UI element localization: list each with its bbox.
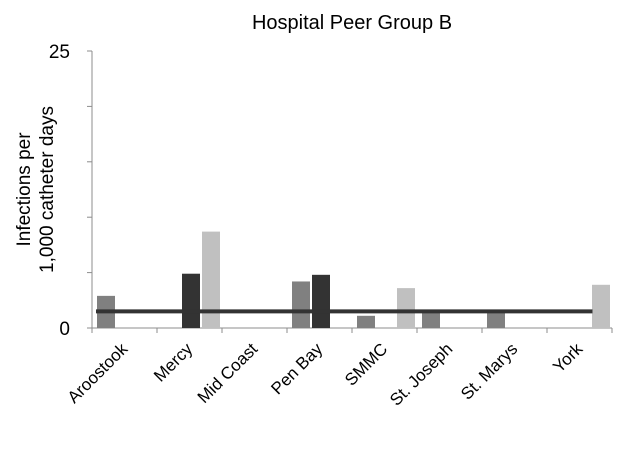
x-tick-label: Mercy xyxy=(150,339,197,386)
y-tick-labels: 0 25 xyxy=(49,42,70,340)
bar-mercy-series-3 xyxy=(202,231,220,328)
x-tick-label: Aroostook xyxy=(64,339,132,407)
y-tick-label: 25 xyxy=(49,42,70,63)
x-tick-label: St. Marys xyxy=(457,339,521,403)
axes xyxy=(87,50,613,333)
x-tick-label: Pen Bay xyxy=(267,339,326,398)
bar-york-series-3 xyxy=(592,284,610,328)
y-axis-label-line-2: 1,000 catheter days xyxy=(37,106,58,273)
x-tick-label: Mid Coast xyxy=(194,339,262,407)
x-tick-label: St. Joseph xyxy=(386,339,456,409)
bar-pen-bay-series-2 xyxy=(312,274,330,328)
x-tick-label: York xyxy=(549,339,586,376)
bar-mercy-series-2 xyxy=(182,273,200,328)
chart-title: Hospital Peer Group B xyxy=(252,12,452,34)
bar-pen-bay-series-1 xyxy=(292,281,310,328)
bars xyxy=(97,231,610,328)
bar-st-joseph-series-1 xyxy=(422,311,440,328)
y-axis-label: Infections per 1,000 catheter days xyxy=(14,106,58,273)
y-axis-label-line-1: Infections per xyxy=(14,132,35,247)
y-tick-label: 0 xyxy=(59,319,70,340)
x-tick-label: SMMC xyxy=(341,339,391,389)
bar-smmc-series-3 xyxy=(397,288,415,328)
bar-st-marys-series-1 xyxy=(487,311,505,328)
bar-smmc-series-1 xyxy=(357,315,375,328)
